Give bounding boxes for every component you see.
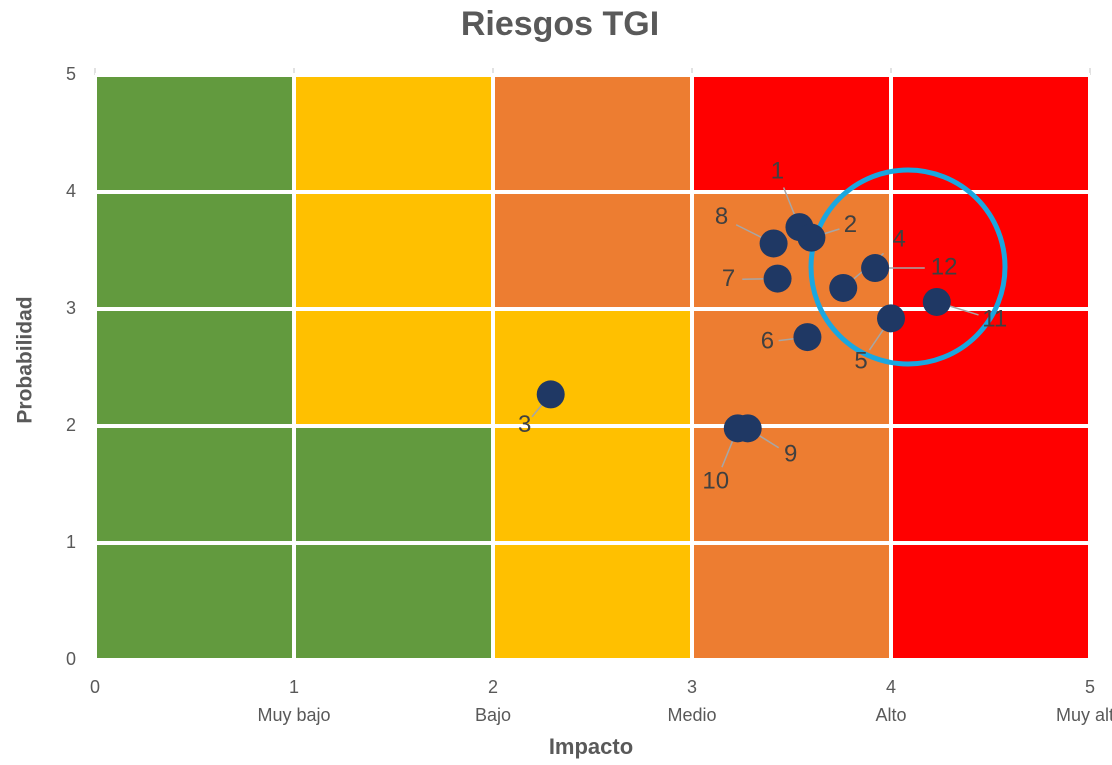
data-point bbox=[759, 229, 788, 258]
zone-cell bbox=[493, 309, 692, 426]
zone-cell bbox=[95, 426, 294, 543]
zone-cell bbox=[692, 192, 891, 309]
point-label: 10 bbox=[702, 468, 729, 495]
x-tick-label: 4 bbox=[886, 677, 896, 697]
x-tick-label: 5 bbox=[1085, 677, 1095, 697]
x-axis-title: Impacto bbox=[549, 734, 633, 759]
zone-cell bbox=[294, 543, 493, 660]
zone-cell bbox=[95, 75, 294, 192]
zone-cell bbox=[95, 543, 294, 660]
zone-cell bbox=[891, 309, 1090, 426]
zone-cell bbox=[95, 192, 294, 309]
y-tick-label: 3 bbox=[66, 298, 76, 318]
point-label: 11 bbox=[982, 305, 1007, 332]
y-tick-label: 0 bbox=[66, 649, 76, 669]
zone-cell bbox=[294, 426, 493, 543]
zone-cell bbox=[294, 75, 493, 192]
zone-cell bbox=[692, 426, 891, 543]
zone-cell bbox=[493, 426, 692, 543]
zone-cell bbox=[692, 543, 891, 660]
y-tick-label: 2 bbox=[66, 415, 76, 435]
data-point bbox=[922, 287, 951, 316]
zone-cell bbox=[891, 192, 1090, 309]
data-point bbox=[877, 304, 905, 333]
highlight-circle bbox=[808, 167, 1008, 367]
zone-cell bbox=[891, 426, 1090, 543]
x-level-label: Muy bajo bbox=[257, 705, 330, 725]
x-tick-label: 0 bbox=[90, 677, 100, 697]
y-tick-label: 1 bbox=[66, 532, 76, 552]
zone-cell bbox=[692, 75, 891, 192]
x-level-label: Alto bbox=[875, 705, 906, 725]
point-label: 5 bbox=[854, 348, 867, 375]
point-label: 1 bbox=[771, 157, 784, 184]
x-level-label: Bajo bbox=[475, 705, 511, 725]
x-tick-label: 1 bbox=[289, 677, 299, 697]
zone-cell bbox=[891, 543, 1090, 660]
chart-title: Riesgos TGI bbox=[461, 5, 659, 43]
zone-cell bbox=[891, 75, 1090, 192]
x-tick-label: 2 bbox=[488, 677, 498, 697]
zone-cell bbox=[692, 309, 891, 426]
x-tick-label: 3 bbox=[687, 677, 697, 697]
point-label: 7 bbox=[722, 265, 735, 292]
y-axis-title: Probabilidad bbox=[14, 296, 37, 423]
data-point bbox=[793, 323, 822, 352]
zone-cell bbox=[493, 192, 692, 309]
data-point bbox=[861, 254, 890, 283]
point-label: 9 bbox=[784, 441, 797, 468]
zone-cell bbox=[493, 543, 692, 660]
point-label: 3 bbox=[518, 411, 531, 438]
point-label: 4 bbox=[893, 225, 906, 252]
point-label: 2 bbox=[844, 211, 857, 238]
point-label: 12 bbox=[931, 253, 958, 280]
data-point bbox=[829, 273, 858, 302]
y-tick-label: 5 bbox=[66, 64, 76, 84]
data-point bbox=[536, 380, 565, 409]
data-point bbox=[723, 414, 752, 443]
zone-cell bbox=[95, 309, 294, 426]
point-label: 8 bbox=[715, 203, 728, 230]
zone-cell bbox=[294, 309, 493, 426]
data-point bbox=[797, 223, 826, 252]
x-level-label: Medio bbox=[667, 705, 716, 725]
zone-cell bbox=[493, 75, 692, 192]
y-tick-label: 4 bbox=[66, 181, 76, 201]
x-level-label: Muy alto bbox=[1056, 705, 1112, 725]
point-label: 6 bbox=[761, 327, 774, 354]
zone-cell bbox=[294, 192, 493, 309]
data-point bbox=[763, 264, 792, 293]
